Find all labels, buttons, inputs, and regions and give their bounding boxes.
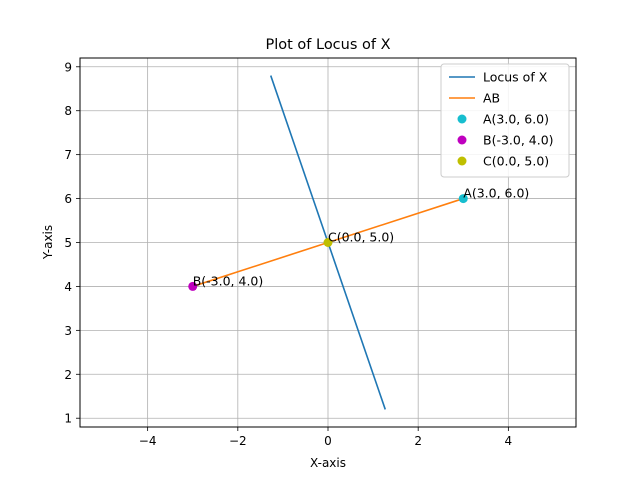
legend-box (440, 63, 570, 178)
x-tick-label: 2 (414, 434, 422, 448)
legend-entry-label: A(3.0, 6.0) (483, 112, 549, 127)
x-tick-label: −2 (229, 434, 247, 448)
y-tick-label: 1 (64, 412, 72, 426)
point-annotation: C(0.0, 5.0) (328, 230, 394, 245)
legend-entry-label: AB (483, 91, 500, 106)
y-tick-label: 2 (64, 368, 72, 382)
tick-layer: −4 −2 0 2 4 1 2 3 4 5 6 7 8 9 (64, 60, 512, 448)
x-tick-label: 0 (324, 434, 332, 448)
legend: Locus of X AB A(3.0, 6.0) B(-3.0, 4.0) C(0.0… (440, 63, 570, 178)
annotation-layer: A(3.0, 6.0) B(-3.0, 4.0) C(0.0, 5.0) (193, 186, 530, 289)
data-point-4 (323, 238, 333, 247)
series-layer (188, 75, 468, 410)
legend-marker-swatch (457, 135, 467, 145)
legend-entry-label: B(-3.0, 4.0) (483, 133, 554, 148)
y-tick-label: 3 (64, 324, 72, 338)
data-point-3 (188, 281, 198, 291)
y-tick-label: 4 (64, 280, 72, 294)
legend-entry-label: C(0.0, 5.0) (483, 154, 549, 169)
data-point-2 (458, 194, 468, 204)
x-tick-label: −4 (139, 434, 157, 448)
legend-entry-label: Locus of X (483, 70, 548, 85)
chart-title: Plot of Locus of X (265, 37, 390, 53)
point-annotation: A(3.0, 6.0) (463, 186, 529, 201)
x-tick-label: 4 (505, 434, 513, 448)
legend-marker-swatch (457, 156, 467, 166)
y-tick-label: 8 (64, 104, 72, 118)
y-tick-label: 9 (64, 60, 72, 74)
point-annotation: B(-3.0, 4.0) (193, 273, 264, 288)
legend-marker-swatch (457, 114, 467, 124)
x-axis-label: X-axis (310, 456, 346, 470)
y-axis-label: Y-axis (41, 225, 55, 260)
y-tick-label: 6 (64, 192, 72, 206)
y-tick-label: 7 (64, 148, 72, 162)
y-tick-label: 5 (64, 236, 72, 250)
